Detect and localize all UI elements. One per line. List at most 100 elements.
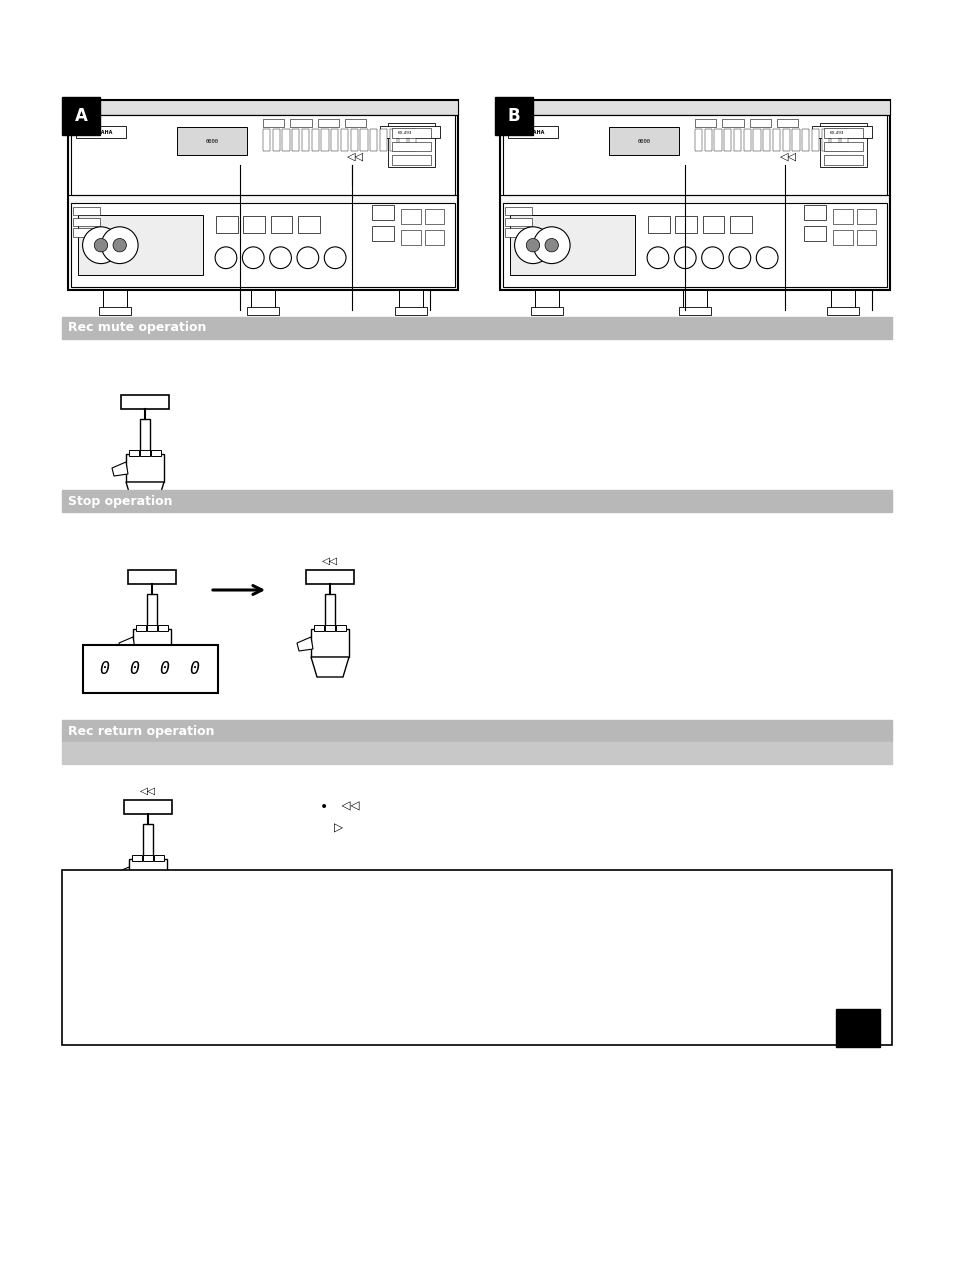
Bar <box>723 128 731 151</box>
Bar <box>647 216 669 233</box>
Circle shape <box>296 247 318 268</box>
Bar <box>68 100 457 290</box>
Bar <box>507 126 558 137</box>
Bar <box>379 126 439 137</box>
Polygon shape <box>115 868 131 881</box>
Bar <box>126 454 164 482</box>
Text: ◁◁: ◁◁ <box>322 556 337 566</box>
Bar <box>140 450 150 455</box>
Bar <box>424 210 444 224</box>
Bar <box>73 207 100 215</box>
Bar <box>502 204 886 287</box>
Bar <box>62 490 891 513</box>
Text: ▷: ▷ <box>334 822 343 834</box>
Bar <box>372 205 394 220</box>
Bar <box>504 207 532 215</box>
Polygon shape <box>296 637 313 651</box>
Bar <box>675 216 697 233</box>
Bar <box>801 128 808 151</box>
Bar <box>62 317 891 340</box>
Bar <box>271 216 292 233</box>
Bar <box>121 396 169 410</box>
Bar <box>390 128 396 151</box>
Bar <box>177 127 247 155</box>
Text: YAMAHA: YAMAHA <box>520 130 544 135</box>
Bar <box>136 625 146 631</box>
Bar <box>62 742 891 764</box>
Bar <box>398 290 423 308</box>
Text: ◁◁: ◁◁ <box>140 786 156 796</box>
Bar <box>370 128 376 151</box>
Bar <box>392 141 430 151</box>
Circle shape <box>544 239 558 252</box>
Bar <box>826 307 859 315</box>
Bar <box>776 120 798 127</box>
Bar <box>753 128 760 151</box>
Circle shape <box>674 247 696 268</box>
Bar <box>803 205 824 220</box>
Bar <box>340 128 348 151</box>
Bar <box>379 128 387 151</box>
Bar <box>502 116 886 195</box>
Bar <box>314 625 324 631</box>
Polygon shape <box>311 658 349 677</box>
Circle shape <box>83 226 119 263</box>
Bar <box>401 230 420 245</box>
Bar <box>331 128 338 151</box>
Bar <box>721 120 743 127</box>
Bar <box>317 120 338 127</box>
Bar <box>856 210 876 224</box>
Bar <box>811 128 819 151</box>
Bar <box>609 127 679 155</box>
Circle shape <box>728 247 750 268</box>
Polygon shape <box>119 637 135 651</box>
Bar <box>510 215 634 275</box>
Bar <box>140 418 150 454</box>
Bar <box>83 645 218 693</box>
Bar <box>243 216 265 233</box>
Bar <box>345 120 366 127</box>
Bar <box>153 855 164 861</box>
Circle shape <box>270 247 291 268</box>
Bar <box>76 126 126 137</box>
Text: YAMAHA: YAMAHA <box>90 130 112 135</box>
Text: ◁◁: ◁◁ <box>334 800 359 813</box>
Text: KX-493: KX-493 <box>397 131 412 135</box>
Bar <box>143 855 152 861</box>
Bar <box>811 126 871 137</box>
Bar <box>772 128 780 151</box>
Bar <box>714 128 720 151</box>
Bar <box>499 100 889 290</box>
Bar <box>749 120 770 127</box>
Bar <box>130 450 139 455</box>
Text: Stop operation: Stop operation <box>68 495 172 508</box>
Bar <box>733 128 740 151</box>
Bar <box>372 226 394 240</box>
Circle shape <box>214 247 236 268</box>
Bar <box>833 230 852 245</box>
Bar <box>819 123 865 167</box>
Text: ▷: ▷ <box>646 253 652 258</box>
Bar <box>290 120 312 127</box>
Text: ◁◁: ◁◁ <box>347 151 364 162</box>
Text: KX-493: KX-493 <box>829 131 843 135</box>
Bar <box>399 128 406 151</box>
Bar <box>499 100 889 116</box>
Bar <box>401 210 420 224</box>
Circle shape <box>701 247 722 268</box>
Bar <box>830 290 854 308</box>
Bar <box>103 290 127 308</box>
Bar <box>409 128 416 151</box>
Text: 0000: 0000 <box>206 139 218 144</box>
Circle shape <box>756 247 778 268</box>
Bar <box>392 155 430 164</box>
Bar <box>151 450 160 455</box>
Bar <box>822 128 862 137</box>
Bar <box>822 141 862 151</box>
Circle shape <box>533 226 570 263</box>
Circle shape <box>646 247 668 268</box>
Bar <box>387 123 435 167</box>
Bar <box>292 128 299 151</box>
Bar <box>129 859 167 887</box>
Bar <box>263 128 270 151</box>
